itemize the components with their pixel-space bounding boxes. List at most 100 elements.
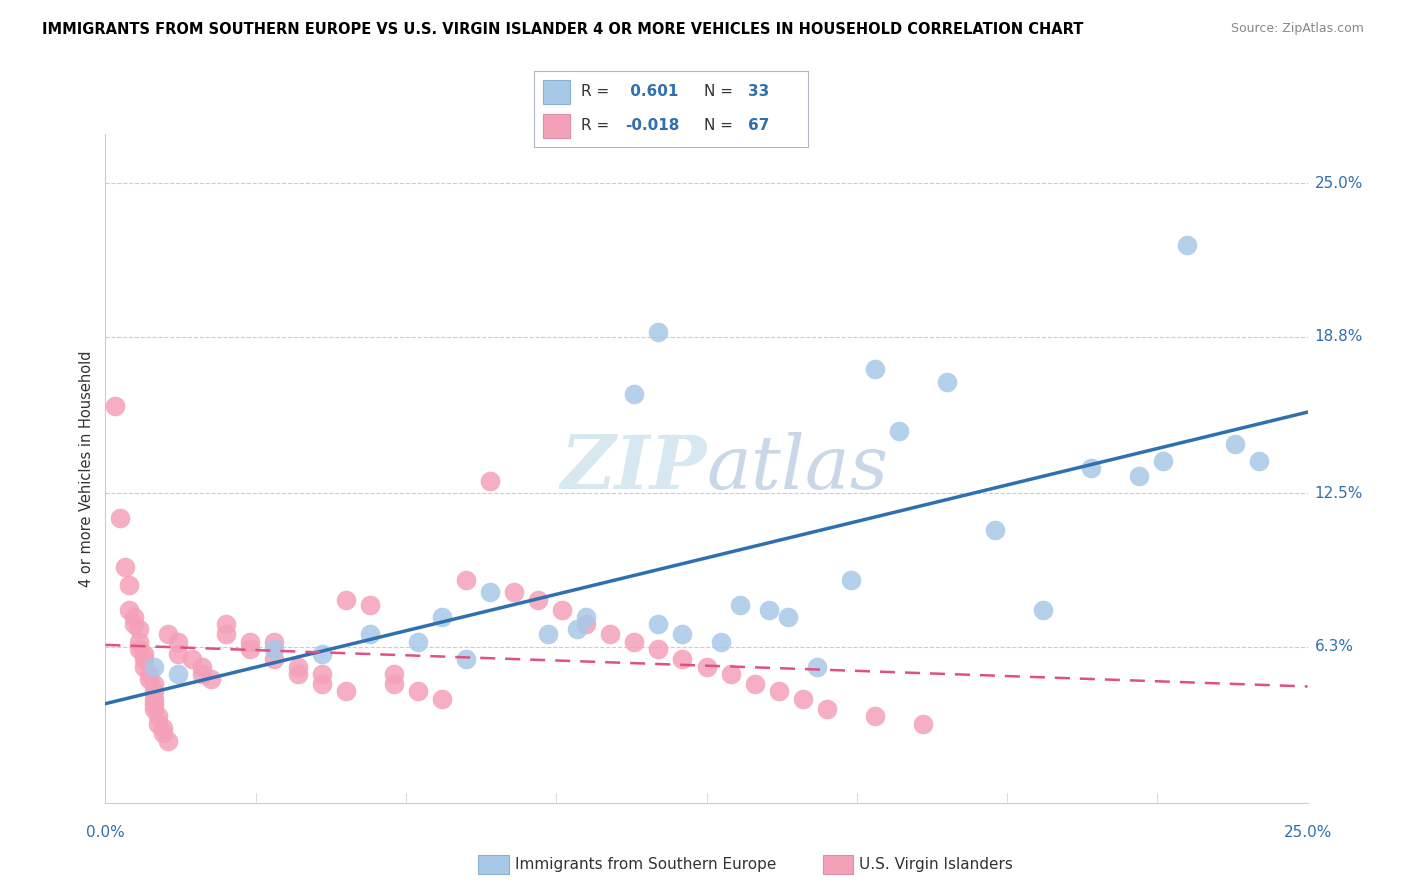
Point	[430, 610, 453, 624]
Point	[166, 647, 188, 661]
Point	[128, 634, 150, 648]
Point	[239, 642, 262, 657]
Point	[575, 617, 598, 632]
Point	[575, 610, 598, 624]
Point	[1032, 602, 1054, 616]
Text: 25.0%: 25.0%	[1284, 825, 1331, 840]
Point	[527, 592, 550, 607]
Point	[623, 387, 645, 401]
Text: R =: R =	[581, 85, 614, 99]
Point	[778, 610, 800, 624]
Point	[239, 634, 262, 648]
Point	[132, 659, 155, 673]
Point	[936, 375, 959, 389]
Point	[430, 691, 453, 706]
Point	[815, 701, 838, 715]
Point	[138, 667, 160, 681]
Point	[142, 701, 165, 715]
Text: -0.018: -0.018	[624, 119, 679, 134]
Point	[551, 602, 574, 616]
Point	[190, 659, 212, 673]
Point	[792, 691, 814, 706]
Text: R =: R =	[581, 119, 614, 134]
Text: IMMIGRANTS FROM SOUTHERN EUROPE VS U.S. VIRGIN ISLANDER 4 OR MORE VEHICLES IN HO: IMMIGRANTS FROM SOUTHERN EUROPE VS U.S. …	[42, 22, 1084, 37]
Point	[335, 684, 357, 698]
Point	[647, 325, 669, 339]
Point	[128, 623, 150, 637]
Point	[382, 677, 405, 691]
Point	[138, 672, 160, 686]
Text: 18.8%: 18.8%	[1315, 329, 1362, 344]
Point	[479, 585, 502, 599]
Point	[181, 652, 204, 666]
Point	[1249, 454, 1271, 468]
Text: 25.0%: 25.0%	[1315, 176, 1362, 191]
Point	[142, 684, 165, 698]
Point	[142, 677, 165, 691]
Text: 33: 33	[748, 85, 769, 99]
Text: 12.5%: 12.5%	[1315, 485, 1362, 500]
Point	[148, 716, 170, 731]
Text: Immigrants from Southern Europe: Immigrants from Southern Europe	[515, 857, 776, 871]
Point	[142, 691, 165, 706]
Text: 0.0%: 0.0%	[86, 825, 125, 840]
Point	[671, 627, 693, 641]
Point	[190, 667, 212, 681]
Point	[454, 652, 477, 666]
Text: ZIP: ZIP	[560, 432, 707, 505]
Point	[166, 667, 188, 681]
Point	[382, 667, 405, 681]
Point	[1128, 468, 1150, 483]
Point	[311, 677, 333, 691]
Point	[132, 647, 155, 661]
FancyBboxPatch shape	[543, 114, 569, 138]
Text: Source: ZipAtlas.com: Source: ZipAtlas.com	[1230, 22, 1364, 36]
Point	[911, 716, 934, 731]
Point	[214, 617, 236, 632]
Point	[335, 592, 357, 607]
Point	[263, 652, 285, 666]
Text: N =: N =	[704, 119, 738, 134]
Y-axis label: 4 or more Vehicles in Household: 4 or more Vehicles in Household	[79, 350, 94, 587]
Point	[806, 659, 828, 673]
Point	[152, 726, 174, 740]
Point	[156, 734, 179, 748]
Point	[104, 400, 127, 414]
Text: 6.3%: 6.3%	[1315, 640, 1354, 654]
Point	[311, 647, 333, 661]
Point	[287, 659, 309, 673]
Point	[503, 585, 526, 599]
Point	[599, 627, 621, 641]
Point	[671, 652, 693, 666]
Point	[152, 722, 174, 736]
Point	[114, 560, 136, 574]
Point	[863, 362, 886, 376]
Point	[287, 667, 309, 681]
Point	[744, 677, 766, 691]
Point	[984, 523, 1007, 537]
Point	[696, 659, 718, 673]
Point	[623, 634, 645, 648]
Point	[406, 634, 429, 648]
Point	[118, 578, 141, 592]
Point	[728, 598, 751, 612]
Point	[263, 634, 285, 648]
Point	[124, 610, 146, 624]
Point	[142, 697, 165, 711]
Text: atlas: atlas	[707, 432, 889, 505]
Point	[768, 684, 790, 698]
Point	[200, 672, 222, 686]
Point	[863, 709, 886, 723]
Point	[166, 634, 188, 648]
Point	[710, 634, 733, 648]
Point	[311, 667, 333, 681]
Point	[359, 627, 381, 641]
Text: 67: 67	[748, 119, 769, 134]
Point	[1152, 454, 1174, 468]
Point	[148, 709, 170, 723]
Point	[537, 627, 560, 641]
Point	[647, 617, 669, 632]
Point	[839, 573, 862, 587]
Point	[359, 598, 381, 612]
Point	[1225, 436, 1247, 450]
